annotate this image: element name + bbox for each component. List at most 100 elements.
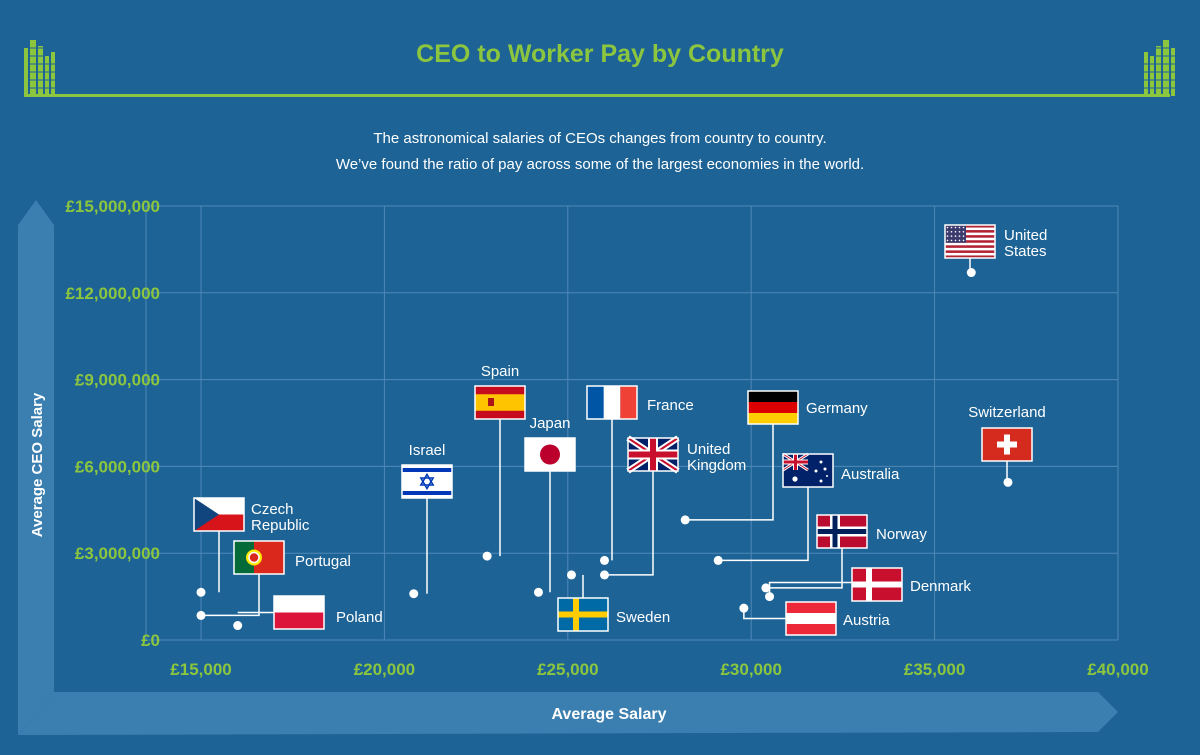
y-tick-label: £6,000,000 — [75, 457, 160, 476]
country-marker-portugal: Portugal — [196, 540, 351, 620]
y-axis-label: Average CEO Salary — [29, 392, 46, 537]
data-point — [599, 555, 609, 565]
x-tick-label: £30,000 — [720, 660, 781, 679]
country-marker-united-states: United States — [944, 224, 1047, 278]
japan-flag-icon — [524, 437, 576, 472]
x-tick-label: £20,000 — [354, 660, 415, 679]
skyline-icon-left — [24, 40, 55, 96]
country-label: Czech Republic — [251, 501, 310, 534]
spain-flag-icon — [474, 385, 526, 420]
chart-title: CEO to Worker Pay by Country — [416, 40, 784, 68]
poland-flag-icon — [273, 595, 325, 630]
denmark-flag-icon — [851, 567, 903, 602]
country-marker-france: France — [586, 385, 694, 565]
united-kingdom-flag-icon — [626, 435, 680, 474]
country-label: Japan — [530, 415, 571, 432]
axis-arrows: Average CEO Salary Average Salary — [18, 200, 1118, 735]
data-point — [196, 610, 206, 620]
country-markers: Czech Republic Portugal Poland Israel Spain Ja… — [193, 224, 1047, 636]
grid-lines — [145, 205, 1119, 641]
x-tick-label: £35,000 — [904, 660, 965, 679]
country-marker-australia: Australia — [713, 452, 900, 565]
country-label: Spain — [481, 363, 519, 380]
data-point — [533, 587, 543, 597]
country-marker-switzerland: Switzerland — [968, 404, 1046, 487]
country-marker-czech-republic: Czech Republic — [193, 497, 310, 597]
data-point — [713, 555, 723, 565]
skyline-icon-right — [1144, 40, 1175, 96]
data-point — [409, 589, 419, 599]
country-marker-norway: Norway — [761, 514, 927, 593]
sweden-flag-icon — [557, 597, 609, 632]
x-axis-arrow — [18, 692, 1118, 735]
data-point — [599, 570, 609, 580]
country-label: France — [647, 397, 694, 414]
y-tick-label: £12,000,000 — [65, 284, 160, 303]
country-marker-sweden: Sweden — [557, 570, 670, 632]
portugal-flag-icon — [233, 540, 285, 575]
x-tick-label: £15,000 — [170, 660, 231, 679]
country-label: Germany — [806, 400, 868, 417]
data-point — [233, 621, 243, 631]
country-marker-spain: Spain — [474, 363, 526, 561]
country-marker-germany: Germany — [680, 390, 868, 525]
title-divider — [24, 94, 1170, 97]
x-tick-labels: £15,000 £20,000 £25,000 £30,000 £35,000 £40,0… — [170, 660, 1148, 679]
x-axis-label: Average Salary — [551, 706, 666, 723]
country-label: Austria — [843, 612, 890, 629]
y-tick-label: £3,000,000 — [75, 544, 160, 563]
data-point — [482, 551, 492, 561]
x-tick-label: £25,000 — [537, 660, 598, 679]
country-label: Norway — [876, 526, 927, 543]
subtitle-line-1: The astronomical salaries of CEOs change… — [373, 130, 827, 147]
france-flag-icon — [586, 385, 638, 420]
country-marker-poland: Poland — [233, 595, 383, 631]
data-point — [765, 592, 775, 602]
y-tick-labels: £0 £3,000,000 £6,000,000 £9,000,000 £12,000,… — [65, 197, 160, 650]
country-label: Israel — [409, 442, 446, 459]
australia-flag-icon — [782, 452, 834, 488]
country-label: Portugal — [295, 553, 351, 570]
y-axis-arrow — [18, 200, 54, 735]
united-states-flag-icon — [944, 224, 996, 259]
norway-flag-icon — [816, 514, 868, 549]
country-label: Australia — [841, 466, 900, 483]
leader-line — [768, 581, 852, 597]
data-point — [1003, 477, 1013, 487]
y-tick-label: £9,000,000 — [75, 371, 160, 390]
leader-line — [765, 548, 843, 589]
country-marker-israel: Israel — [401, 442, 453, 599]
leader-line — [604, 471, 654, 576]
country-label: Switzerland — [968, 404, 1046, 421]
subtitle-line-2: We’ve found the ratio of pay across some… — [335, 156, 865, 173]
country-label: Sweden — [616, 609, 670, 626]
country-marker-united-kingdom: United Kingdom — [599, 435, 746, 580]
leader-line — [743, 608, 786, 620]
country-marker-denmark: Denmark — [765, 567, 971, 602]
country-marker-japan: Japan — [524, 415, 576, 597]
country-label: Denmark — [910, 578, 971, 595]
data-point — [761, 583, 771, 593]
germany-flag-icon — [747, 390, 799, 425]
israel-flag-icon — [401, 464, 453, 499]
austria-flag-icon — [785, 601, 837, 636]
leader-line — [201, 574, 260, 617]
data-point — [966, 268, 976, 278]
country-label: Poland — [336, 609, 383, 626]
switzerland-flag-icon — [981, 427, 1033, 462]
data-point — [739, 603, 749, 613]
country-marker-austria: Austria — [739, 601, 890, 636]
country-label: United Kingdom — [687, 441, 746, 474]
leader-line — [685, 424, 774, 521]
y-tick-label: £0 — [141, 631, 160, 650]
data-point — [566, 570, 576, 580]
y-tick-label: £15,000,000 — [65, 197, 160, 216]
data-point — [680, 515, 690, 525]
data-point — [196, 587, 206, 597]
leader-line — [718, 487, 809, 562]
x-tick-label: £40,000 — [1087, 660, 1148, 679]
country-label: United States — [1004, 227, 1047, 260]
czech-republic-flag-icon — [193, 497, 245, 532]
